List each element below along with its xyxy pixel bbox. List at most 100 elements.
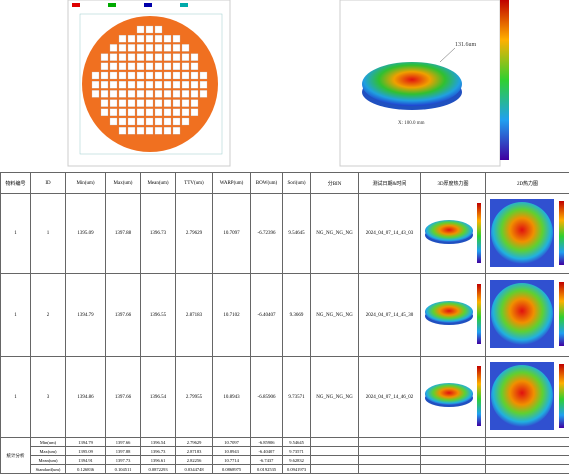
header-cell: BOW(um) [251,173,283,194]
stats-cell: 1396.73 [141,447,176,456]
2d-cell [486,274,569,357]
empty-cell [421,438,486,447]
3d-cell [421,194,486,274]
stats-cell: 0.0941973 [283,465,311,474]
stats-cell: -6.7437 [251,456,283,465]
empty-cell [359,438,421,447]
data-cell: -6.72396 [251,194,283,274]
stats-cell: 0.126836 [66,465,106,474]
data-cell: 1394.86 [66,357,106,438]
stats-cell: 10.7714 [213,456,251,465]
data-cell: 9.54645 [283,194,311,274]
data-cell: 1 [1,357,31,438]
3d-plot-image: 131.6um X: 100.0 mm [340,0,509,166]
empty-cell [311,447,359,456]
stats-cell: 10.8943 [213,447,251,456]
wafer-map-image [68,0,230,166]
stats-cell: 1396.54 [141,438,176,447]
data-cell: 2 [31,274,66,357]
data-cell: 1 [1,194,31,274]
data-cell: 1395.09 [66,194,106,274]
empty-cell [359,456,421,465]
header-cell: 3D厚度热力图 [421,173,486,194]
2d-cell [486,357,569,438]
data-cell: 3 [31,357,66,438]
empty-cell [421,456,486,465]
data-cell: 1397.66 [106,274,141,357]
stats-cell: 1395.09 [66,447,106,456]
data-cell: 2.79955 [176,357,213,438]
stats-cell: 0.0872293 [141,465,176,474]
3d-cell [421,357,486,438]
data-cell: 2.79629 [176,194,213,274]
3d-heatmap [421,195,485,271]
header-cell: Sori(um) [283,173,311,194]
stats-cell: -6.40407 [251,447,283,456]
header-cell: Max(um) [106,173,141,194]
header-cell: Mean(um) [141,173,176,194]
data-cell: 2024_04_07_14_45_30 [359,274,421,357]
stats-cell: Standard(um) [31,465,66,474]
data-cell: 1396.54 [141,357,176,438]
empty-cell [486,456,569,465]
data-cell: 9.73571 [283,357,311,438]
stats-cell: 1397.66 [106,438,141,447]
stats-cell: Mean(um) [31,456,66,465]
stats-cell: 0.0868975 [213,465,251,474]
header-cell: WARP(um) [213,173,251,194]
data-cell: 10.8943 [213,357,251,438]
plot-axis-label: X: 100.0 mm [398,121,425,126]
data-cell: 10.7097 [213,194,251,274]
top-images: 131.6um X: 100.0 mm [0,0,569,170]
stats-cell: 0.0344748 [176,465,213,474]
3d-heatmap [421,276,485,352]
2d-heatmap [486,195,569,271]
empty-cell [359,465,421,474]
data-cell: 2024_04_07_14_43_03 [359,194,421,274]
data-cell: 1394.79 [66,274,106,357]
stats-cell: 1397.73 [106,456,141,465]
data-cell: NG_NG_NG_NG [311,274,359,357]
2d-heatmap [486,276,569,352]
data-cell: NG_NG_NG_NG [311,357,359,438]
header-cell: 测试日期&时间 [359,173,421,194]
2d-heatmap [486,358,569,434]
stats-cell: 1394.79 [66,438,106,447]
plot-annotation: 131.6um [455,42,477,48]
stats-cell: 1396.61 [141,456,176,465]
header-cell: ID [31,173,66,194]
3d-heatmap [421,358,485,434]
stats-cell: -6.85906 [251,438,283,447]
stats-cell: 9.54645 [283,438,311,447]
stats-cell: 0.0192535 [251,465,283,474]
empty-cell [311,456,359,465]
empty-cell [486,447,569,456]
empty-cell [486,438,569,447]
empty-cell [421,447,486,456]
stats-cell: 1397.88 [106,447,141,456]
data-cell: 1396.73 [141,194,176,274]
data-cell: 1396.55 [141,274,176,357]
header-cell: 2D热力图 [486,173,569,194]
stats-cell: 9.73571 [283,447,311,456]
empty-cell [311,438,359,447]
stats-cell: 10.7097 [213,438,251,447]
header-cell: Min(um) [66,173,106,194]
header-cell: 物料编号 [1,173,31,194]
header-cell: 分BIN [311,173,359,194]
data-cell: 2024_04_07_14_46_02 [359,357,421,438]
empty-cell [359,447,421,456]
data-cell: NG_NG_NG_NG [311,194,359,274]
data-cell: 1 [31,194,66,274]
data-cell: -6.85906 [251,357,283,438]
stats-label: 统计分析 [1,438,31,474]
3d-cell [421,274,486,357]
